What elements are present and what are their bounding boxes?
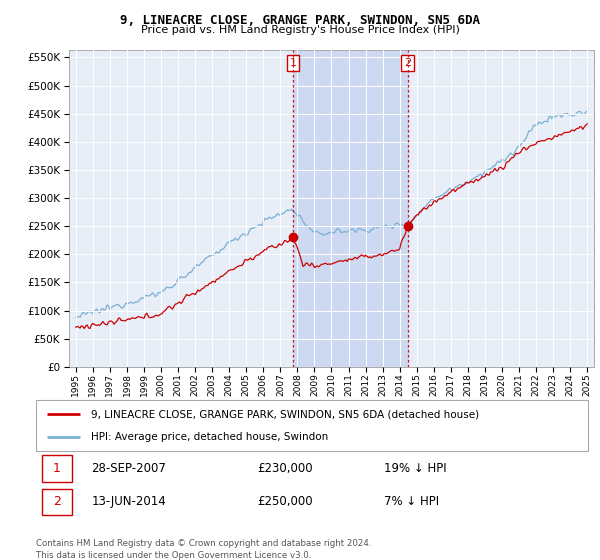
FancyBboxPatch shape xyxy=(36,400,588,451)
Text: 7% ↓ HPI: 7% ↓ HPI xyxy=(384,496,439,508)
Bar xyxy=(293,50,407,367)
Text: 2: 2 xyxy=(404,58,411,68)
Text: 9, LINEACRE CLOSE, GRANGE PARK, SWINDON, SN5 6DA (detached house): 9, LINEACRE CLOSE, GRANGE PARK, SWINDON,… xyxy=(91,409,479,419)
FancyBboxPatch shape xyxy=(41,455,72,482)
Text: 1: 1 xyxy=(290,58,296,68)
Text: £230,000: £230,000 xyxy=(257,462,313,475)
Text: HPI: Average price, detached house, Swindon: HPI: Average price, detached house, Swin… xyxy=(91,432,328,442)
Text: 1: 1 xyxy=(53,462,61,475)
FancyBboxPatch shape xyxy=(41,488,72,515)
Text: £250,000: £250,000 xyxy=(257,496,313,508)
Text: 2: 2 xyxy=(53,496,61,508)
Text: Price paid vs. HM Land Registry's House Price Index (HPI): Price paid vs. HM Land Registry's House … xyxy=(140,25,460,35)
Text: 13-JUN-2014: 13-JUN-2014 xyxy=(91,496,166,508)
Text: 28-SEP-2007: 28-SEP-2007 xyxy=(91,462,166,475)
Text: Contains HM Land Registry data © Crown copyright and database right 2024.
This d: Contains HM Land Registry data © Crown c… xyxy=(36,539,371,559)
Text: 9, LINEACRE CLOSE, GRANGE PARK, SWINDON, SN5 6DA: 9, LINEACRE CLOSE, GRANGE PARK, SWINDON,… xyxy=(120,14,480,27)
Text: 19% ↓ HPI: 19% ↓ HPI xyxy=(384,462,446,475)
